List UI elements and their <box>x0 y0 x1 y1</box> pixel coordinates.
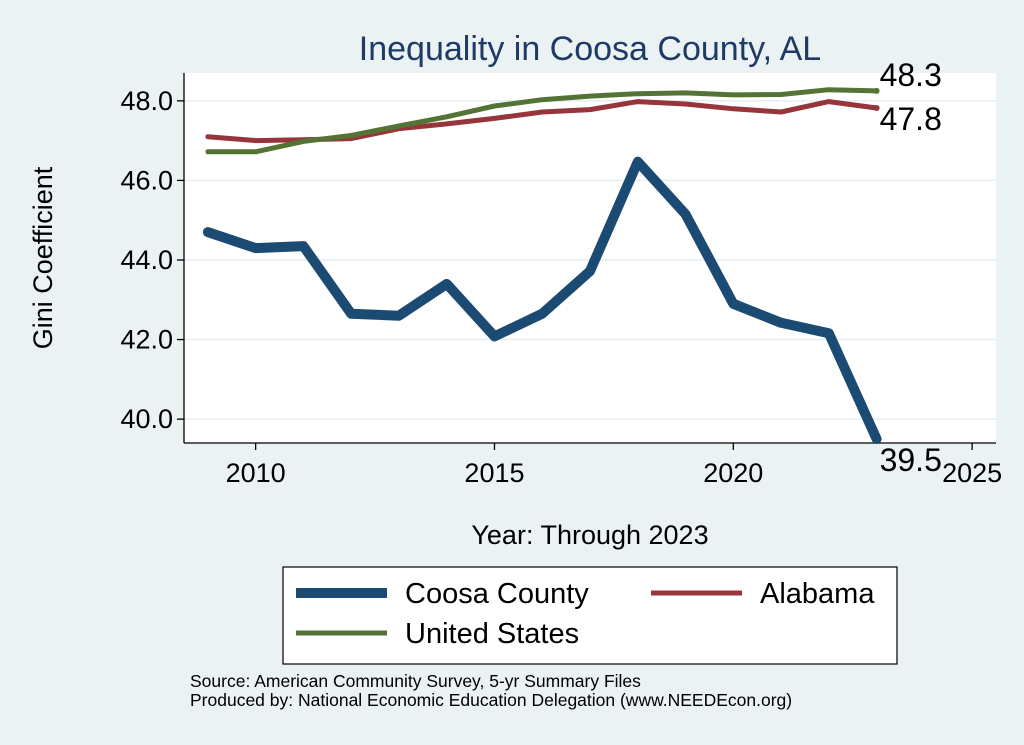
legend-items: Coosa County Alabama United States <box>296 578 875 650</box>
axes <box>183 73 996 444</box>
end-value-label: 47.8 <box>880 101 942 137</box>
legend: Coosa County Alabama United States <box>282 566 898 665</box>
legend-entry: Coosa County <box>405 578 589 610</box>
x-ticks: 2010 2015 2020 2025 <box>226 443 1002 488</box>
source-note: Source: American Community Survey, 5-yr … <box>190 672 792 710</box>
y-tick-label: 46.0 <box>120 165 173 195</box>
chart-title: Inequality in Coosa County, AL <box>359 30 821 68</box>
producer-line: Produced by: National Economic Education… <box>190 690 793 710</box>
end-value-label: 48.3 <box>880 57 942 93</box>
y-tick-label: 48.0 <box>120 86 173 116</box>
series-line-coosa-county <box>202 156 882 444</box>
series-line-united-states <box>205 87 880 155</box>
plot-area: 40.0 42.0 44.0 46.0 48.0 2010 2015 2020 2025 39… <box>120 57 1002 488</box>
y-tick-label: 44.0 <box>120 245 173 275</box>
end-point-marker <box>873 87 880 94</box>
legend-entry: United States <box>405 618 579 650</box>
plot-background <box>184 73 996 443</box>
end-point-marker <box>873 105 880 112</box>
source-line: Source: American Community Survey, 5-yr … <box>190 671 641 691</box>
y-ticks: 40.0 42.0 44.0 46.0 48.0 <box>120 86 184 434</box>
x-tick-label: 2025 <box>942 458 1002 488</box>
y-tick-label: 42.0 <box>120 325 173 355</box>
legend-box <box>282 566 898 665</box>
end-labels: 39.5 47.8 48.3 <box>880 57 942 478</box>
end-point-marker <box>873 436 880 443</box>
end-value-label: 39.5 <box>880 442 942 478</box>
x-tick-label: 2010 <box>226 458 286 488</box>
x-tick-label: 2015 <box>464 458 524 488</box>
y-axis-label: Gini Coefficient <box>28 166 58 349</box>
series-lines <box>202 87 882 444</box>
y-tick-label: 40.0 <box>120 404 173 434</box>
x-axis-label: Year: Through 2023 <box>471 520 708 550</box>
legend-entry: Alabama <box>760 578 875 610</box>
x-tick-label: 2020 <box>703 458 763 488</box>
